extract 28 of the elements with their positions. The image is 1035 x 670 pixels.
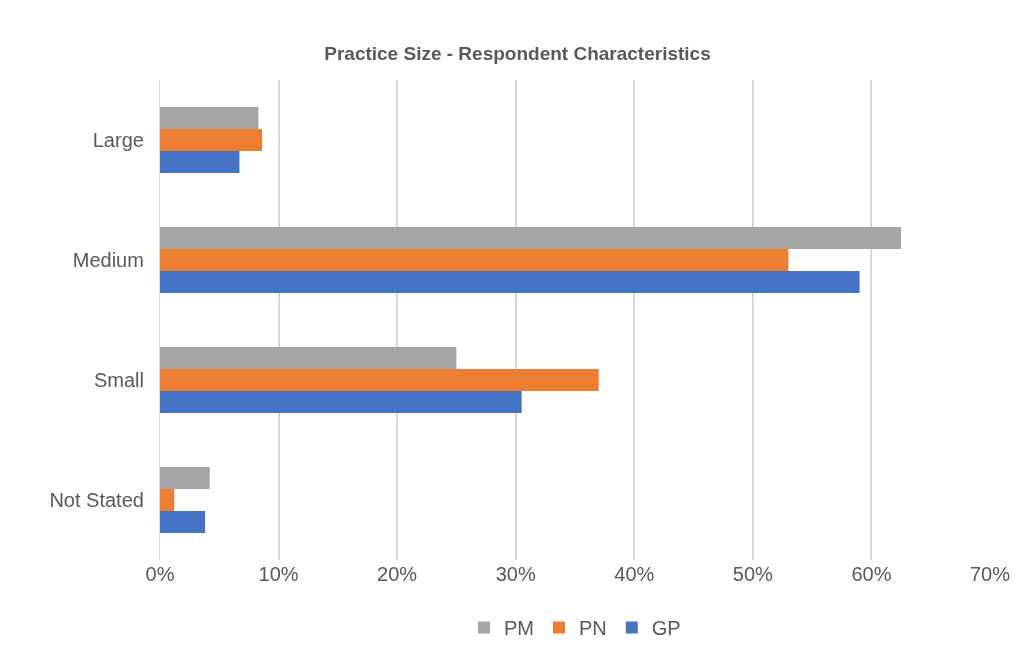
y-tick-label: Large [92, 129, 155, 151]
bar [160, 227, 902, 249]
legend-label: GP [651, 617, 681, 640]
x-tick-label: 40% [614, 563, 655, 585]
x-tick-label: 30% [495, 563, 536, 585]
y-tick-label: Not Stated [49, 489, 155, 511]
y-tick-label: Small [93, 369, 155, 391]
x-tick-label: 0% [145, 563, 175, 585]
bar [160, 129, 262, 151]
x-tick-label: 20% [377, 563, 418, 585]
bar [160, 249, 789, 271]
bar [160, 151, 240, 173]
legend-label: PM [504, 617, 534, 640]
bar [160, 271, 860, 293]
bar [160, 489, 175, 511]
bar [160, 391, 522, 413]
x-tick-label: 10% [258, 563, 299, 585]
bar [160, 369, 599, 391]
bar [160, 347, 457, 369]
bar [160, 467, 210, 489]
chart-title: Practice Size - Respondent Characteristics [324, 43, 711, 65]
bar [160, 107, 259, 129]
x-tick-label: 60% [851, 563, 892, 585]
x-tick-label: 70% [969, 563, 1011, 585]
legend-label: PN [579, 617, 607, 640]
y-tick-label: Medium [72, 249, 155, 271]
bar [160, 511, 206, 533]
x-tick-label: 50% [732, 563, 774, 585]
